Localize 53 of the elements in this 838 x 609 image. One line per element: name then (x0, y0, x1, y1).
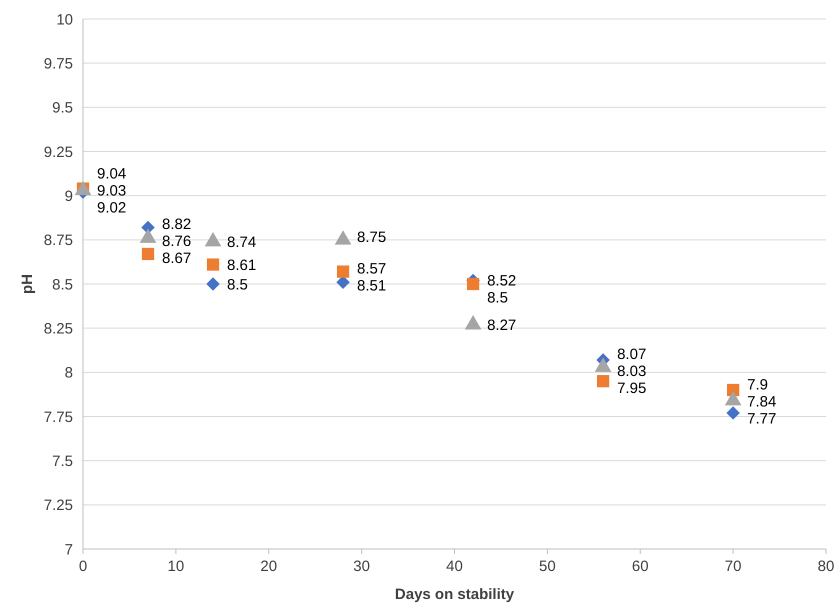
x-tick-label: 40 (446, 558, 463, 575)
point (596, 375, 610, 388)
data-label: 8.61 (227, 256, 256, 274)
y-tick-label: 7.75 (44, 408, 73, 426)
data-label: 8.82 (162, 216, 192, 233)
data-label: 8.03 (617, 362, 646, 380)
point (336, 276, 350, 289)
x-tick-label: 20 (260, 558, 278, 575)
point (142, 248, 154, 260)
data-label: 8.52 (487, 272, 516, 290)
y-tick-label: 8.5 (52, 276, 73, 294)
data-label: 8.67 (162, 250, 192, 267)
point (206, 277, 220, 291)
y-tick-label: 10 (56, 11, 73, 28)
point (466, 278, 480, 290)
x-tick-label: 0 (78, 558, 88, 575)
y-tick-label: 9.75 (44, 55, 73, 72)
data-label: 8.75 (357, 228, 386, 246)
x-tick-label: 30 (353, 558, 370, 575)
x-tick-label: 80 (818, 558, 834, 575)
data-label: 8.27 (487, 316, 516, 334)
data-label: 8.57 (357, 260, 386, 278)
x-tick-label: 60 (632, 558, 649, 575)
y-tick-label: 8.75 (44, 232, 73, 250)
y-tick-label: 7 (64, 541, 73, 558)
data-label: 8.51 (357, 278, 386, 295)
data-label: 7.84 (747, 394, 776, 411)
y-tick-label: 8.25 (44, 320, 73, 338)
y-tick-label: 8 (64, 364, 73, 382)
data-label: 9.04 (97, 166, 126, 183)
data-label: 7.77 (747, 410, 776, 428)
point (336, 266, 350, 278)
y-axis-title: pH (19, 274, 36, 294)
data-label: 7.9 (747, 376, 768, 394)
point (726, 406, 740, 420)
y-tick-label: 9 (64, 188, 73, 205)
y-tick-label: 7.25 (44, 497, 73, 514)
data-label: 9.03 (97, 182, 126, 200)
data-label: 8.76 (162, 232, 192, 250)
x-tick-label: 70 (724, 558, 742, 575)
data-label: 8.74 (227, 234, 256, 251)
data-label: 8.5 (487, 290, 508, 307)
data-label: 7.95 (617, 380, 646, 397)
x-tick-label: 10 (168, 558, 184, 575)
data-label: 8.07 (617, 346, 646, 363)
point (206, 258, 220, 271)
y-tick-label: 7.5 (52, 452, 73, 470)
data-label: 8.5 (227, 276, 248, 294)
y-tick-label: 9.5 (52, 100, 73, 117)
y-tick-label: 9.25 (44, 144, 73, 161)
x-axis-title: Days on stability (394, 586, 515, 603)
x-tick-label: 50 (539, 558, 556, 575)
data-label: 9.02 (97, 200, 126, 217)
